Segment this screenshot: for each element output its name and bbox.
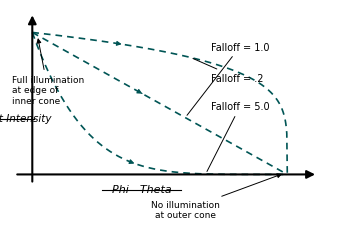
Text: No illumination
at outer cone: No illumination at outer cone — [151, 174, 281, 220]
Text: Falloff = 1.0: Falloff = 1.0 — [187, 42, 269, 116]
Text: Falloff = 5.0: Falloff = 5.0 — [207, 102, 269, 172]
Text: Falloff = .2: Falloff = .2 — [193, 59, 263, 84]
Text: Light Intensity: Light Intensity — [0, 113, 52, 123]
Text: Full illumination
at edge of
inner cone: Full illumination at edge of inner cone — [12, 40, 84, 106]
Text: Phi - Theta: Phi - Theta — [112, 185, 172, 194]
